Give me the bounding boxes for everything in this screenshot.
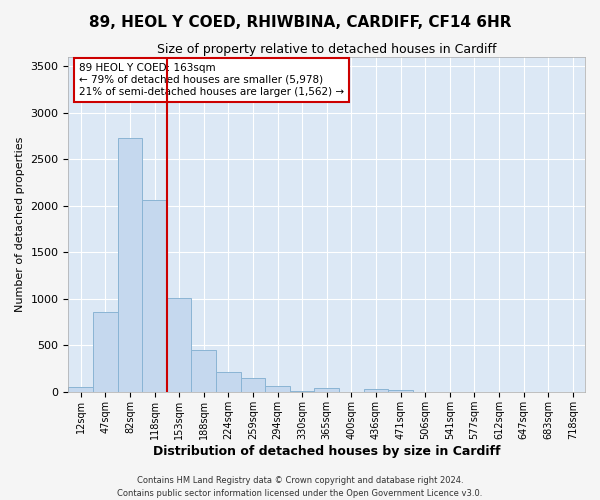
Title: Size of property relative to detached houses in Cardiff: Size of property relative to detached ho… xyxy=(157,42,496,56)
Bar xyxy=(241,378,265,392)
Bar xyxy=(314,388,339,392)
Bar xyxy=(118,138,142,392)
Bar xyxy=(364,389,388,392)
Bar xyxy=(142,200,167,392)
Bar xyxy=(216,372,241,392)
Y-axis label: Number of detached properties: Number of detached properties xyxy=(15,136,25,312)
Bar xyxy=(93,312,118,392)
Text: 89 HEOL Y COED: 163sqm
← 79% of detached houses are smaller (5,978)
21% of semi-: 89 HEOL Y COED: 163sqm ← 79% of detached… xyxy=(79,64,344,96)
Bar xyxy=(167,298,191,392)
Text: Contains HM Land Registry data © Crown copyright and database right 2024.
Contai: Contains HM Land Registry data © Crown c… xyxy=(118,476,482,498)
Bar xyxy=(388,390,413,392)
Bar xyxy=(191,350,216,392)
Bar xyxy=(265,386,290,392)
Bar xyxy=(68,386,93,392)
X-axis label: Distribution of detached houses by size in Cardiff: Distribution of detached houses by size … xyxy=(153,444,500,458)
Text: 89, HEOL Y COED, RHIWBINA, CARDIFF, CF14 6HR: 89, HEOL Y COED, RHIWBINA, CARDIFF, CF14… xyxy=(89,15,511,30)
